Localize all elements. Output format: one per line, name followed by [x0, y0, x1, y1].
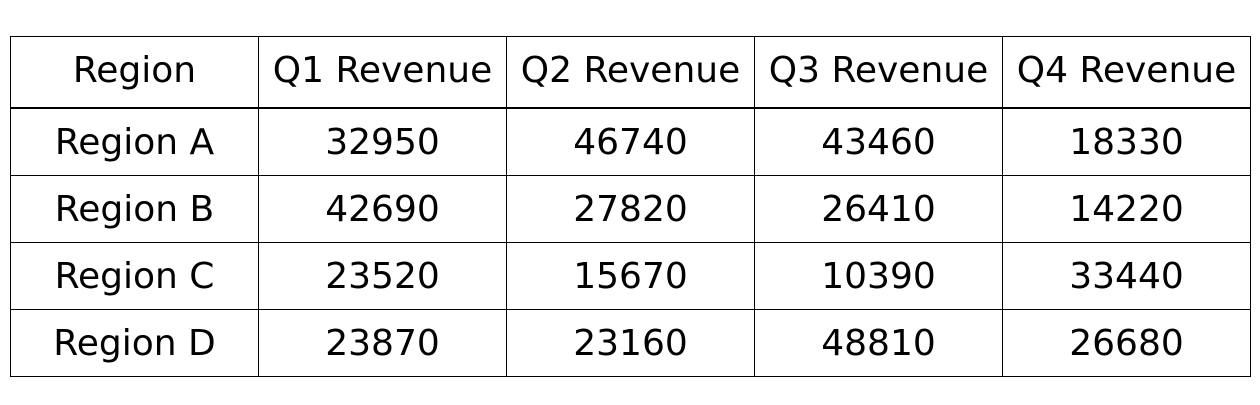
table-row: Region A 32950 46740 43460 18330	[10, 107, 1251, 176]
revenue-table: Region Q1 Revenue Q2 Revenue Q3 Revenue …	[10, 36, 1251, 377]
q1-revenue-cell: 23520	[258, 242, 507, 310]
q2-revenue-cell: 46740	[506, 107, 755, 176]
q1-revenue-cell: 42690	[258, 175, 507, 243]
q4-revenue-cell: 26680	[1002, 309, 1251, 377]
q1-revenue-cell: 32950	[258, 107, 507, 176]
q2-revenue-cell: 15670	[506, 242, 755, 310]
column-header-q2-revenue: Q2 Revenue	[506, 36, 755, 109]
table-row: Region C 23520 15670 10390 33440	[10, 242, 1251, 310]
q3-revenue-cell: 10390	[754, 242, 1003, 310]
q2-revenue-cell: 27820	[506, 175, 755, 243]
q3-revenue-cell: 43460	[754, 107, 1003, 176]
column-header-q3-revenue: Q3 Revenue	[754, 36, 1003, 109]
q4-revenue-cell: 18330	[1002, 107, 1251, 176]
q3-revenue-cell: 48810	[754, 309, 1003, 377]
region-cell: Region A	[10, 107, 259, 176]
q1-revenue-cell: 23870	[258, 309, 507, 377]
q4-revenue-cell: 14220	[1002, 175, 1251, 243]
column-header-q4-revenue: Q4 Revenue	[1002, 36, 1251, 109]
region-cell: Region B	[10, 175, 259, 243]
table-row: Region B 42690 27820 26410 14220	[10, 175, 1251, 243]
region-cell: Region C	[10, 242, 259, 310]
column-header-q1-revenue: Q1 Revenue	[258, 36, 507, 109]
q4-revenue-cell: 33440	[1002, 242, 1251, 310]
q3-revenue-cell: 26410	[754, 175, 1003, 243]
region-cell: Region D	[10, 309, 259, 377]
column-header-region: Region	[10, 36, 259, 109]
header-row: Region Q1 Revenue Q2 Revenue Q3 Revenue …	[10, 36, 1251, 109]
table-row: Region D 23870 23160 48810 26680	[10, 309, 1251, 377]
q2-revenue-cell: 23160	[506, 309, 755, 377]
